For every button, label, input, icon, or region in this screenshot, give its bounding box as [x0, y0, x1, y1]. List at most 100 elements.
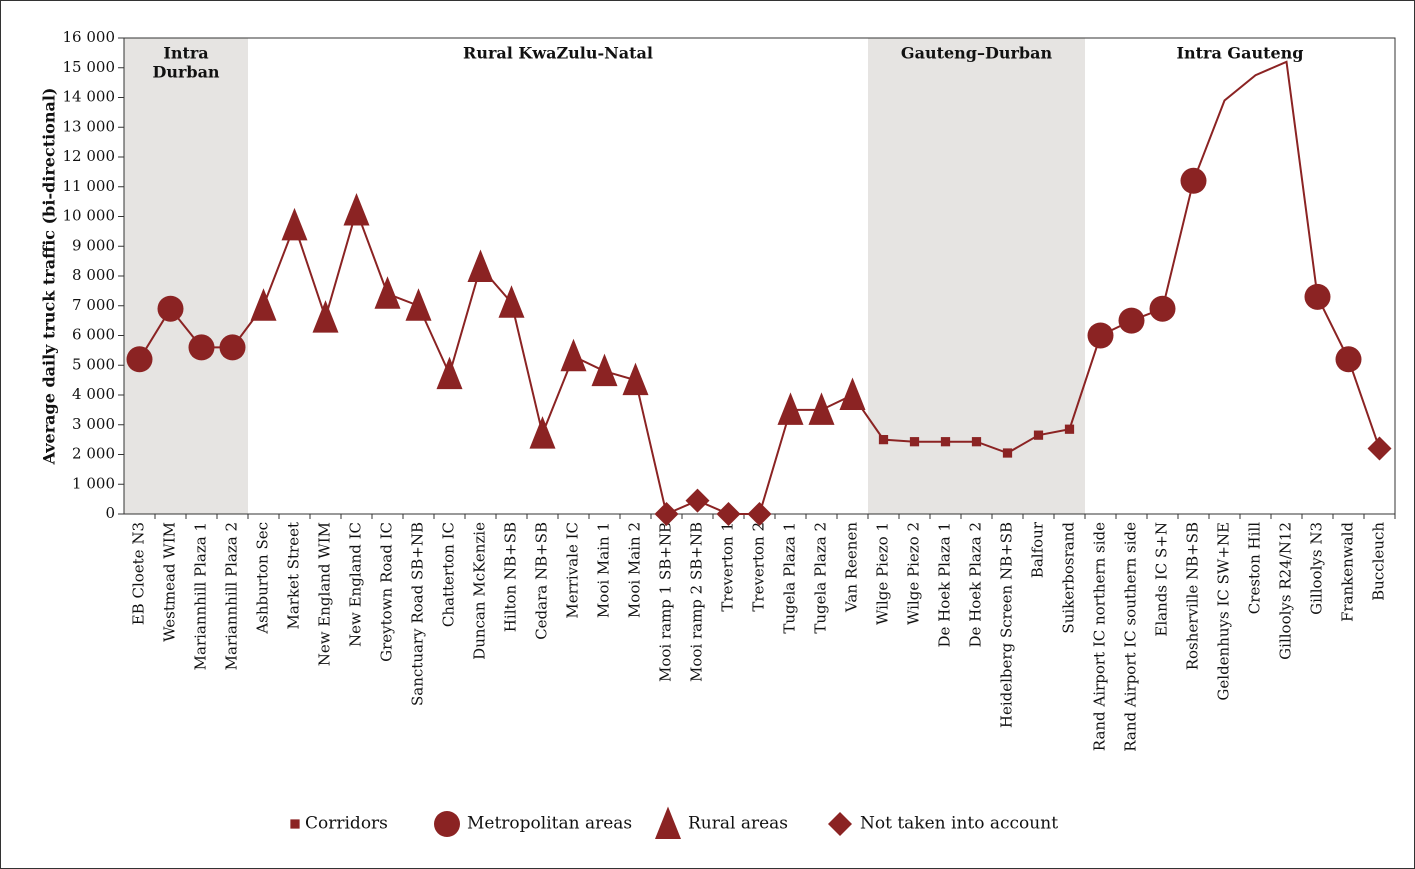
marker-triangle	[312, 300, 339, 333]
y-tick-label: 1 000	[72, 474, 115, 492]
legend-marker	[290, 819, 300, 829]
y-tick-label: 9 000	[72, 236, 115, 254]
x-tick-label: Mariannhill Plaza 2	[223, 522, 241, 670]
marker-triangle	[622, 362, 649, 396]
x-tick-label: Hilton NB+SB	[502, 522, 520, 632]
marker-triangle	[374, 276, 401, 309]
y-tick-label: 2 000	[72, 445, 115, 463]
marker-diamond	[1367, 436, 1392, 461]
marker-square	[971, 437, 982, 447]
x-tick-label: Treverton 2	[750, 522, 768, 612]
x-tick-label: Van Reenen	[843, 522, 861, 613]
plot	[126, 60, 1392, 526]
y-axis-label: Average daily truck traffic (bi-directio…	[40, 88, 59, 466]
legend-label: Rural areas	[688, 814, 788, 834]
marker-triangle	[560, 338, 587, 372]
y-tick-label: 6 000	[72, 326, 115, 344]
marker-square	[909, 437, 920, 447]
x-tick-label: Mooi Main 1	[595, 522, 613, 618]
x-tick-label: Wilge Piezo 1	[874, 522, 892, 625]
marker-square	[940, 437, 951, 447]
x-tick-label: Buccleuch	[1370, 522, 1388, 601]
marker-triangle	[808, 392, 835, 425]
x-tick-label: Rosherville NB+SB	[1184, 522, 1202, 670]
marker-diamond	[685, 488, 710, 513]
marker-circle	[126, 346, 153, 373]
marker-triangle	[405, 288, 432, 321]
x-tick-label: Gilloolys R24/N12	[1277, 522, 1295, 660]
marker-square	[1002, 448, 1013, 458]
x-tick-label: Ashburton Sec	[254, 522, 272, 635]
marker-circle	[1304, 283, 1331, 310]
marker-circle	[157, 295, 184, 322]
marker-triangle	[839, 377, 866, 410]
x-tick-label: Mooi Main 2	[626, 522, 644, 618]
marker-triangle	[529, 416, 556, 449]
x-tick-label: New England IC	[347, 522, 365, 647]
x-tick-label: De Hoek Plaza 2	[967, 522, 985, 648]
x-tick-label: Wilge Piezo 2	[905, 522, 923, 625]
x-tick-label: Merrivale IC	[564, 522, 582, 619]
marker-triangle	[498, 285, 525, 318]
band-label: Gauteng–Durban	[901, 44, 1053, 63]
marker-diamond	[747, 502, 772, 526]
legend-marker	[655, 806, 681, 839]
band-label: Rural KwaZulu-Natal	[463, 44, 653, 63]
marker-circle	[1118, 307, 1145, 334]
legend-label: Not taken into account	[860, 814, 1058, 834]
marker-square	[878, 435, 889, 445]
x-tick-label: Cedara NB+SB	[533, 522, 551, 640]
marker-triangle	[436, 356, 463, 390]
marker-circle	[219, 334, 246, 361]
x-tick-label: Sanctuary Road SB+NB	[409, 522, 427, 706]
y-tick-label: 7 000	[72, 296, 115, 314]
y-tick-label: 10 000	[63, 207, 116, 225]
x-tick-label: Duncan McKenzie	[471, 522, 489, 660]
legend-marker	[434, 811, 460, 837]
x-tick-label: Rand Airport IC northern side	[1091, 522, 1109, 751]
y-tick-label: 13 000	[63, 117, 116, 135]
marker-triangle	[777, 392, 804, 425]
marker-triangle	[467, 249, 494, 283]
legend-marker	[828, 812, 852, 836]
x-tick-label: Balfour	[1029, 521, 1047, 578]
y-tick-label: 11 000	[63, 177, 116, 195]
marker-square	[1033, 430, 1044, 440]
y-tick-label: 8 000	[72, 266, 115, 284]
x-tick-label: Chatterton IC	[440, 522, 458, 627]
x-tick-label: Geldenhuys IC SW+NE	[1215, 522, 1233, 701]
marker-circle	[1180, 167, 1207, 194]
x-tick-label: Mooi ramp 2 SB+NB	[688, 522, 706, 682]
marker-triangle	[343, 193, 370, 226]
x-tick-label: Greytown Road IC	[378, 522, 396, 662]
x-tick-label: Tugela Plaza 1	[781, 522, 799, 634]
marker-diamond	[716, 502, 741, 526]
x-tick-label: Suikerbosrand	[1060, 522, 1078, 634]
x-tick-label: EB Cloete N3	[130, 522, 148, 625]
x-tick-label: Frankenwald	[1339, 522, 1357, 622]
marker-diamond	[654, 502, 679, 526]
marker-square	[1064, 424, 1075, 434]
band-shade	[124, 38, 248, 514]
legend-label: Corridors	[305, 814, 388, 834]
marker-triangle	[591, 353, 618, 387]
x-tick-label: Gilloolys N3	[1308, 522, 1326, 615]
y-tick-label: 0	[105, 504, 115, 522]
x-tick-label: Elands IC S+N	[1153, 522, 1171, 637]
x-tick-label: Mariannhill Plaza 1	[192, 522, 210, 670]
y-tick-label: 3 000	[72, 415, 115, 433]
y-tick-label: 14 000	[63, 88, 116, 106]
y-tick-label: 4 000	[72, 385, 115, 403]
legend-label: Metropolitan areas	[467, 814, 632, 834]
band-label: Intra Gauteng	[1177, 44, 1304, 63]
x-tick-label: Tugela Plaza 2	[812, 522, 830, 634]
band-label: Durban	[152, 63, 219, 82]
x-tick-label: New England WIM	[316, 522, 334, 666]
marker-triangle	[250, 288, 277, 321]
marker-circle	[188, 334, 215, 361]
y-tick-label: 12 000	[63, 147, 116, 165]
band-label: Intra	[163, 44, 208, 63]
x-tick-label: Market Street	[285, 522, 303, 630]
y-tick-label: 15 000	[63, 58, 116, 76]
